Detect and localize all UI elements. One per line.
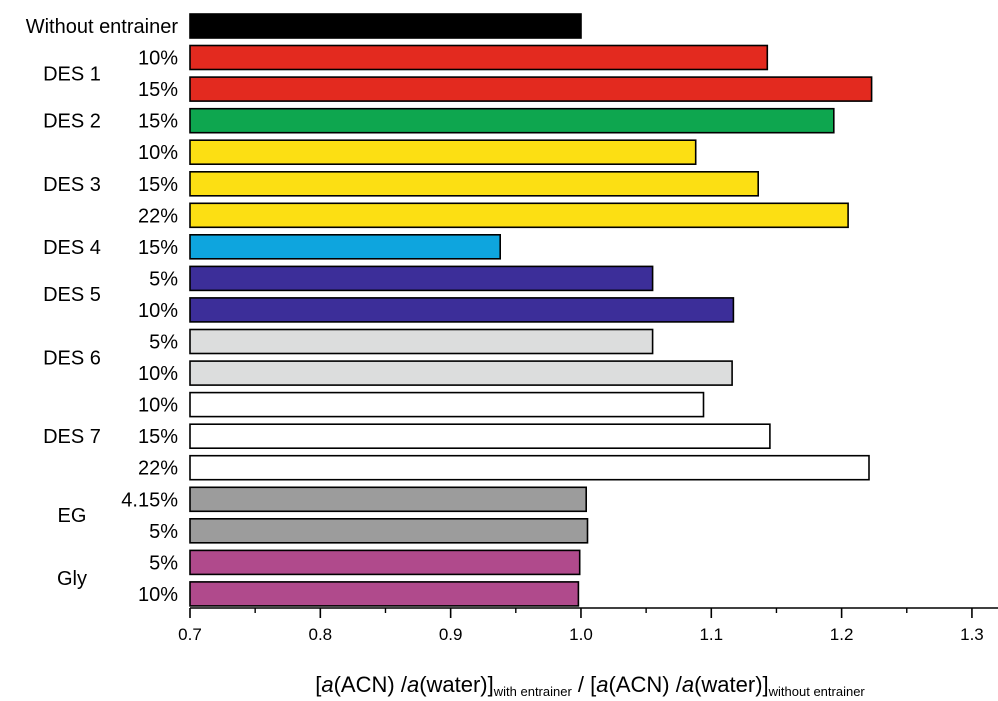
x-tick-label: 0.8 [309, 625, 333, 644]
group-label: Without entrainer [26, 16, 179, 38]
x-axis-label: [a(ACN) /a(water)]with entrainer / [a(AC… [315, 672, 865, 699]
bar-label: 22% [138, 458, 178, 480]
bars-layer [189, 13, 873, 607]
bar [189, 581, 580, 607]
bar-label: 10% [138, 48, 178, 70]
bar-label: 15% [138, 237, 178, 259]
bar [189, 265, 654, 292]
bar [189, 297, 735, 323]
group-label: DES 6 [43, 347, 101, 369]
bar-label: 5% [149, 268, 178, 290]
bar-label: 4.15% [121, 489, 178, 511]
bar-label: 15% [138, 426, 178, 448]
bar [189, 486, 588, 513]
bar [189, 391, 705, 418]
group-label: EG [58, 505, 87, 527]
group-label: DES 4 [43, 237, 101, 259]
bar-label: 10% [138, 395, 178, 417]
bar [189, 171, 760, 197]
bar [189, 328, 654, 355]
bar [189, 423, 771, 450]
bar-label: 15% [138, 174, 178, 196]
x-tick-label: 0.9 [439, 625, 463, 644]
group-label: DES 7 [43, 426, 101, 448]
bar-label: 10% [138, 300, 178, 322]
x-tick-label: 1.3 [960, 625, 984, 644]
bar [189, 202, 849, 229]
x-tick-label: 1.1 [699, 625, 723, 644]
x-tick-label: 1.2 [830, 625, 854, 644]
group-label: DES 1 [43, 63, 101, 85]
bar [189, 234, 502, 260]
bar [189, 360, 733, 386]
group-label: DES 2 [43, 111, 101, 133]
bar-label: 5% [149, 332, 178, 354]
bar [189, 139, 697, 165]
bar-label: 15% [138, 79, 178, 101]
bar-label: 15% [138, 111, 178, 133]
bar [189, 454, 870, 481]
bar [189, 13, 582, 39]
bar-label: 10% [138, 142, 178, 164]
group-label: Gly [57, 568, 87, 590]
x-tick-label: 0.7 [178, 625, 202, 644]
bar [189, 517, 589, 544]
bar [189, 76, 873, 102]
bar-label: 22% [138, 205, 178, 227]
bar [189, 107, 835, 134]
bar-label: 10% [138, 363, 178, 385]
bar-label: 10% [138, 584, 178, 606]
group-label: DES 5 [43, 284, 101, 306]
bar-label: 5% [149, 552, 178, 574]
group-label: DES 3 [43, 174, 101, 196]
bar [189, 549, 581, 576]
bar-label: 5% [149, 521, 178, 543]
labels-layer: 10% 15% 15% 10% 15% 22% 15% 5% 10% 5% 10% 10% 15% 22%… [26, 16, 179, 606]
x-axis: 0.7 0.8 0.9 1.0 1.1 1.2 1.3 [178, 607, 998, 644]
x-tick-label: 1.0 [569, 625, 593, 644]
bar [189, 44, 769, 71]
